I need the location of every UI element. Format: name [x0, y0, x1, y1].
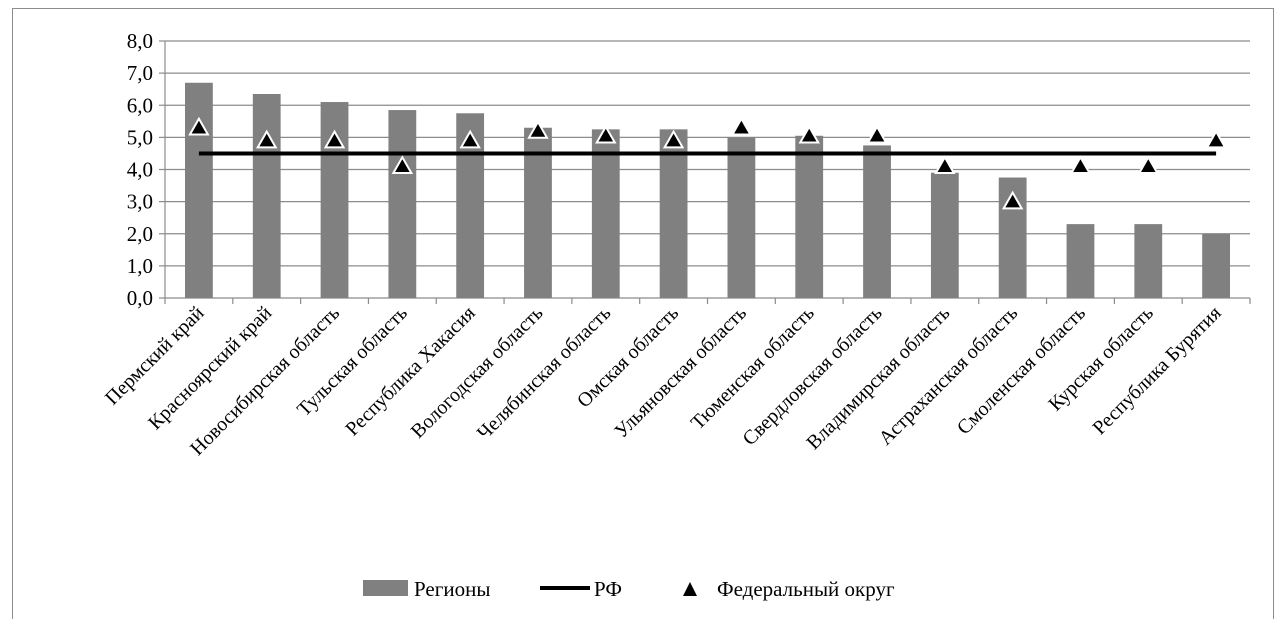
bar — [591, 129, 620, 298]
federal-district-marker — [595, 124, 617, 144]
legend-triangle-icon — [683, 582, 697, 596]
legend-item-rf: РФ — [540, 577, 622, 601]
legend-label-federal-district: Федеральный округ — [717, 577, 895, 601]
federal-district-marker — [323, 129, 346, 149]
chart-frame — [12, 8, 1274, 619]
y-tick-label: 8,0 — [127, 29, 153, 53]
y-tick-label: 4,0 — [127, 158, 153, 182]
bar — [1066, 224, 1095, 298]
y-tick-label: 0,0 — [127, 286, 153, 310]
federal-district-marker — [866, 124, 888, 144]
federal-district-marker — [459, 129, 481, 149]
federal-district-marker — [391, 155, 414, 175]
bar — [659, 129, 688, 298]
x-tick-label: Тюменская область — [687, 302, 819, 434]
x-tick-label: Смоленская область — [953, 302, 1090, 439]
y-tick-label: 2,0 — [127, 222, 153, 246]
x-tick-label: Вологодская область — [407, 302, 548, 443]
federal-district-marker — [662, 129, 685, 149]
y-tick-label: 7,0 — [127, 61, 153, 85]
bar — [863, 145, 891, 298]
federal-district-marker — [1137, 155, 1160, 175]
federal-district-marker — [255, 129, 278, 149]
federal-district-markers — [188, 116, 1227, 210]
y-tick-label: 3,0 — [127, 190, 153, 214]
legend-swatch-regions — [363, 580, 408, 596]
legend: Регионы РФ Федеральный округ — [363, 577, 895, 601]
legend-item-regions: Регионы — [363, 577, 490, 601]
y-tick-label: 5,0 — [127, 125, 153, 149]
bar — [185, 82, 213, 298]
bar — [1202, 233, 1230, 298]
legend-label-rf: РФ — [594, 577, 622, 601]
federal-district-marker — [527, 119, 549, 139]
bar — [930, 172, 959, 298]
x-tick-label: Красноярский край — [144, 302, 276, 434]
bar — [727, 137, 756, 298]
x-tick-label: Ульяновская область — [610, 302, 751, 443]
y-axis: 0,0 1,0 2,0 3,0 4,0 5,0 6,0 7,0 8,0 — [127, 29, 1251, 310]
x-tick-label: Челябинская область — [473, 302, 615, 444]
legend-item-federal-district: Федеральный округ — [683, 577, 895, 601]
federal-district-marker — [798, 124, 820, 144]
federal-district-marker — [188, 116, 210, 136]
federal-district-marker — [730, 116, 753, 136]
federal-district-marker — [1001, 190, 1024, 210]
federal-district-marker — [1069, 155, 1092, 175]
legend-label-regions: Регионы — [414, 577, 490, 601]
bar — [524, 127, 552, 298]
y-tick-label: 1,0 — [127, 254, 153, 278]
y-tick-label: 6,0 — [127, 93, 153, 117]
bar — [795, 135, 824, 298]
federal-district-marker — [934, 155, 956, 175]
federal-district-marker — [1205, 129, 1227, 149]
bar — [252, 94, 281, 298]
x-tick-label: Республика Хакасия — [341, 302, 479, 440]
bar — [388, 110, 417, 298]
bar — [1134, 224, 1163, 298]
x-tick-label: Республика Бурятия — [1088, 302, 1225, 439]
